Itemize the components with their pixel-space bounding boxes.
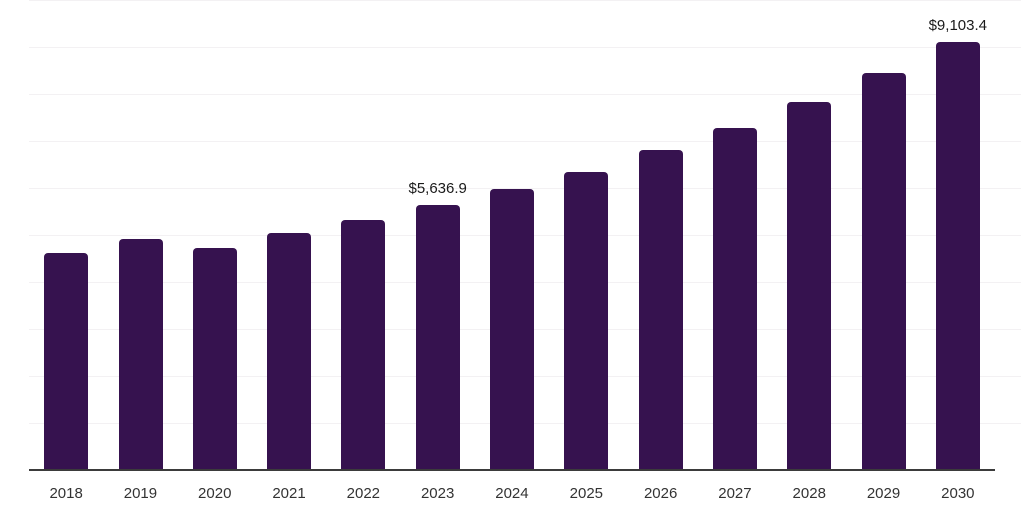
x-axis-line [29,469,995,471]
bar-2025 [564,171,609,470]
gridline [29,141,1021,142]
gridline [29,0,1021,1]
bar-2021 [267,233,312,470]
gridline [29,188,1021,189]
data-label-2030: $9,103.4 [928,17,987,35]
x-tick-label-2022: 2022 [346,485,381,502]
x-tick-label-2023: 2023 [420,485,455,502]
x-tick-label-2026: 2026 [643,485,678,502]
x-tick-label-2029: 2029 [866,485,901,502]
x-tick-label-2018: 2018 [49,485,83,502]
x-tick-label-2027: 2027 [718,485,752,502]
x-tick-label-2025: 2025 [569,485,604,502]
x-tick-label-2030: 2030 [941,485,975,502]
bar-2020 [192,248,237,470]
bar-2023 [415,205,460,470]
x-tick-label-2024: 2024 [495,485,529,502]
bar-2029 [861,73,906,470]
bar-2024 [490,189,534,470]
x-tick-label-2021: 2021 [272,485,306,502]
x-tick-label-2019: 2019 [123,485,158,502]
x-tick-label-2020: 2020 [198,485,232,502]
gridline [29,47,1021,48]
bar-2026 [638,149,683,470]
bar-2027 [712,128,757,470]
bar-2019 [118,239,163,470]
gridline [29,94,1021,95]
bar-2028 [787,101,832,470]
bar-2018 [44,252,89,470]
x-tick-label-2028: 2028 [792,485,826,502]
bar-2030 [935,42,980,470]
data-label-2023: $5,636.9 [408,180,467,198]
bar-2022 [341,220,386,470]
